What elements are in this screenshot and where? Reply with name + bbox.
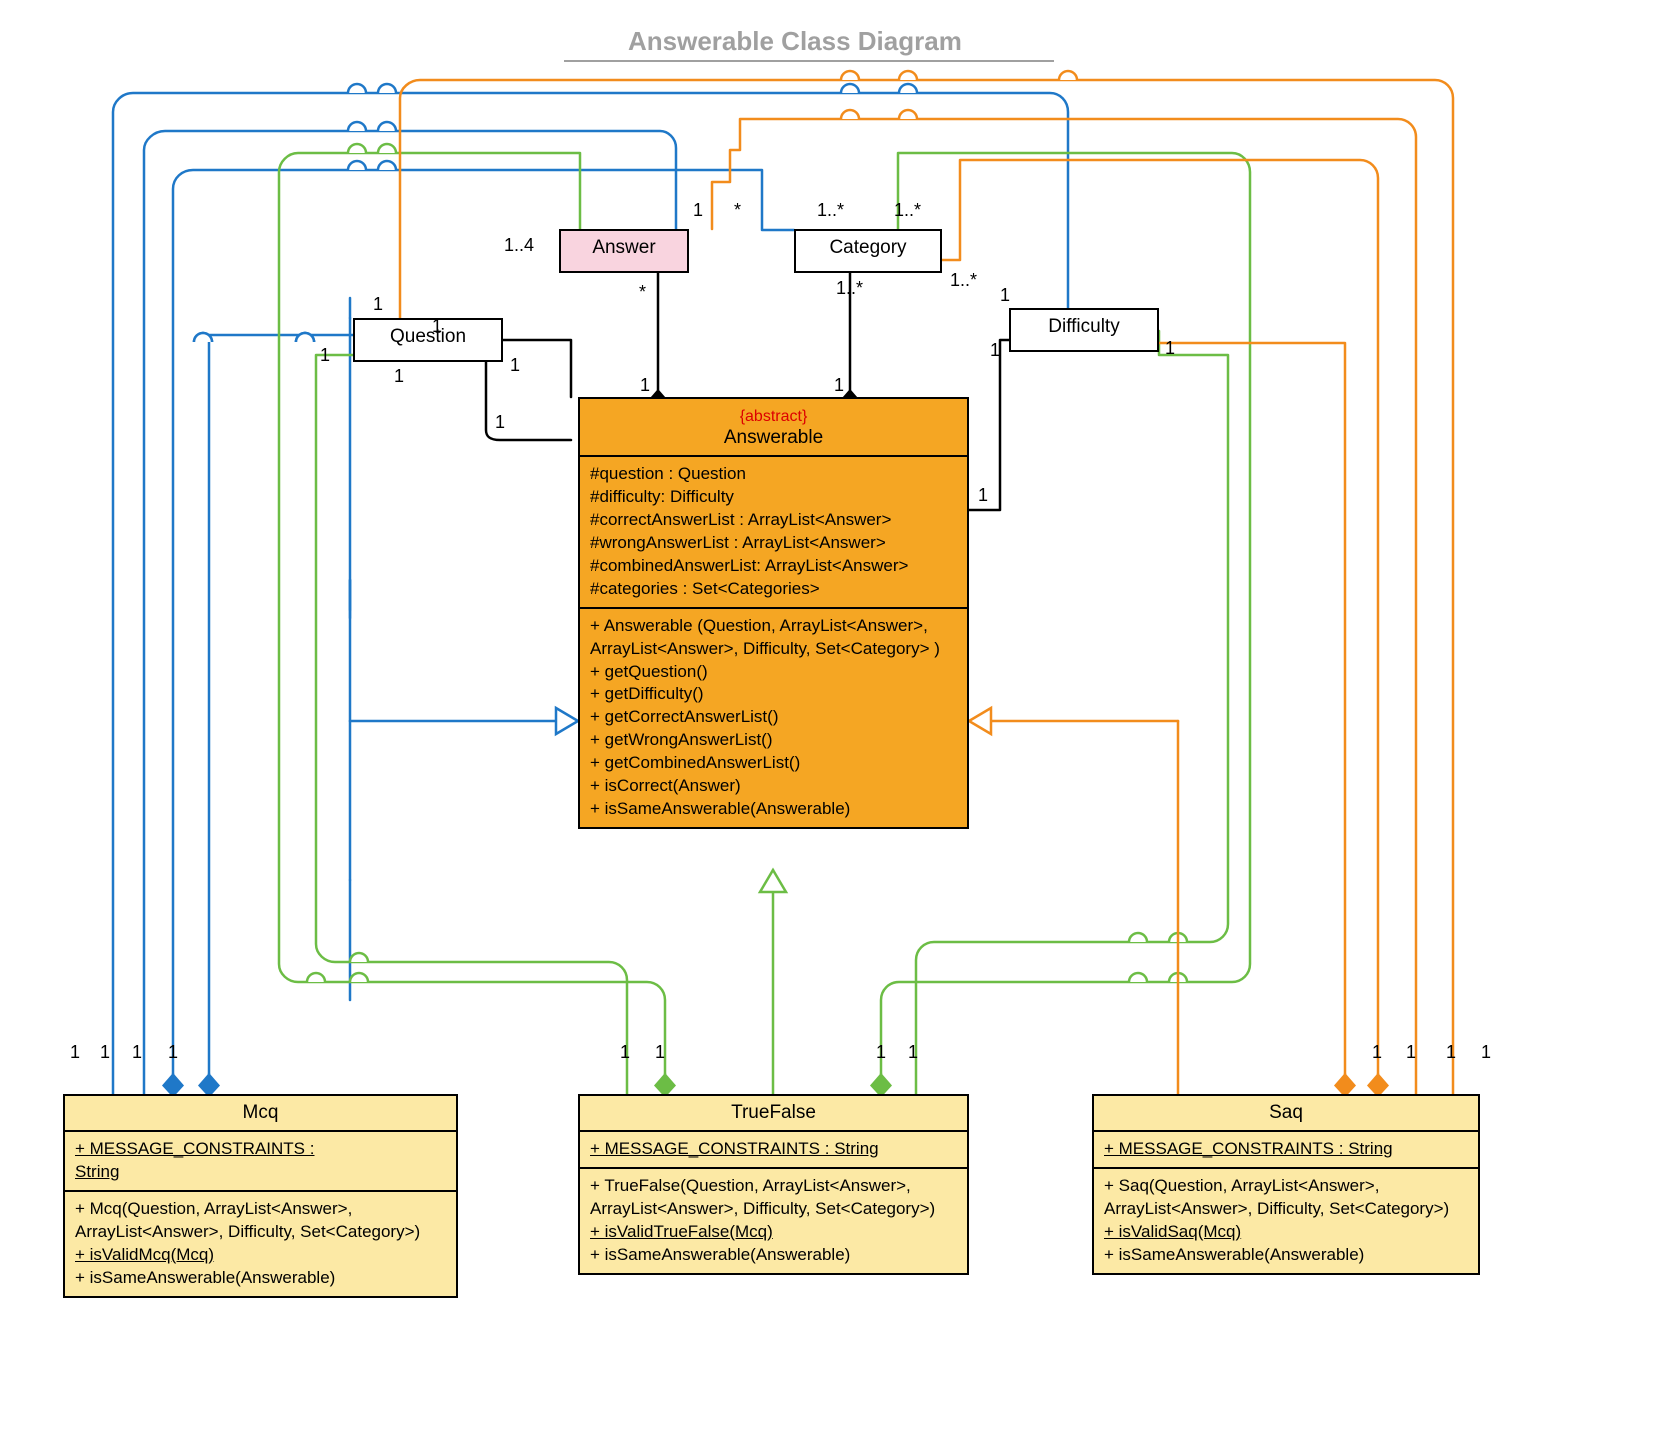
multiplicity: 1 — [978, 485, 988, 506]
multiplicity: 1 — [373, 294, 383, 315]
answerable-attrs: #question : Question#difficulty: Difficu… — [580, 457, 967, 607]
multiplicity: 1 — [640, 375, 650, 396]
class-answer-name: Answer — [561, 231, 687, 265]
multiplicity: 1 — [132, 1042, 142, 1063]
multiplicity: 1 — [394, 366, 404, 387]
multiplicity: 1 — [432, 316, 442, 337]
multiplicity: 1 — [1165, 338, 1175, 359]
answerable-header: {abstract} Answerable — [580, 399, 967, 455]
class-difficulty: Difficulty — [1009, 308, 1159, 352]
multiplicity: 1 — [495, 412, 505, 433]
multiplicity: 1..* — [950, 270, 977, 291]
multiplicity: 1 — [1406, 1042, 1416, 1063]
multiplicity: * — [734, 200, 741, 221]
class-answerable: {abstract} Answerable #question : Questi… — [578, 397, 969, 829]
multiplicity: 1 — [620, 1042, 630, 1063]
multiplicity: 1..* — [817, 200, 844, 221]
class-answer: Answer — [559, 229, 689, 273]
class-category: Category — [794, 229, 942, 273]
multiplicity: 1 — [655, 1042, 665, 1063]
multiplicity: 1 — [1481, 1042, 1491, 1063]
multiplicity: * — [639, 282, 646, 303]
multiplicity: 1..4 — [504, 235, 534, 256]
class-mcq: Mcq+ MESSAGE_CONSTRAINTS :String+ Mcq(Qu… — [63, 1094, 458, 1298]
class-difficulty-name: Difficulty — [1011, 310, 1157, 344]
multiplicity: 1 — [908, 1042, 918, 1063]
class-saq: Saq+ MESSAGE_CONSTRAINTS : String+ Saq(Q… — [1092, 1094, 1480, 1275]
multiplicity: 1 — [876, 1042, 886, 1063]
class-question-name: Question — [355, 320, 501, 354]
class-truefalse: TrueFalse+ MESSAGE_CONSTRAINTS : String+… — [578, 1094, 969, 1275]
multiplicity: 1 — [70, 1042, 80, 1063]
multiplicity: 1 — [1446, 1042, 1456, 1063]
multiplicity: 1 — [1372, 1042, 1382, 1063]
class-question: Question — [353, 318, 503, 362]
multiplicity: 1 — [320, 345, 330, 366]
multiplicity: 1 — [1000, 285, 1010, 306]
answerable-name: Answerable — [724, 427, 823, 448]
multiplicity: 1 — [990, 340, 1000, 361]
multiplicity: 1 — [168, 1042, 178, 1063]
multiplicity: 1..* — [836, 278, 863, 299]
multiplicity: 1..* — [894, 200, 921, 221]
multiplicity: 1 — [834, 375, 844, 396]
answerable-ops: + Answerable (Question, ArrayList<Answer… — [580, 609, 967, 827]
multiplicity: 1 — [693, 200, 703, 221]
class-category-name: Category — [796, 231, 940, 265]
answerable-abstract: {abstract} — [740, 408, 808, 425]
multiplicity: 1 — [510, 355, 520, 376]
multiplicity: 1 — [100, 1042, 110, 1063]
